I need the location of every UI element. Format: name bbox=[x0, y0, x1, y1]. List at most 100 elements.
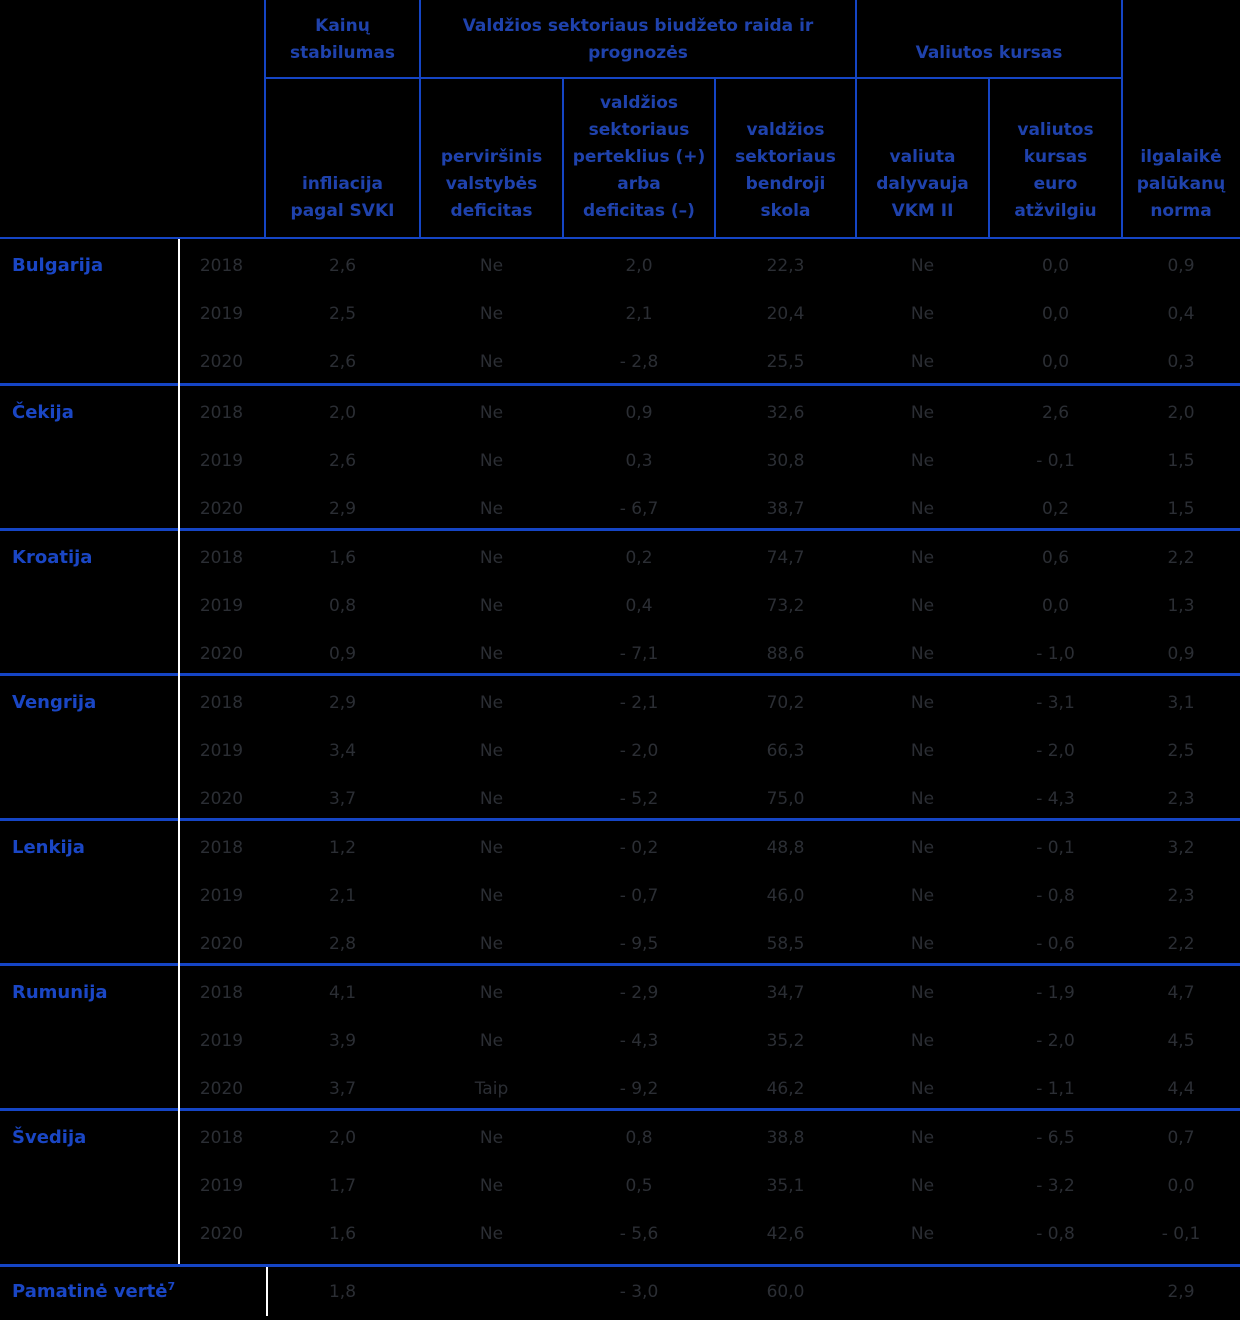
year-cell: 2018 bbox=[199, 548, 244, 568]
value-cell: Ne bbox=[910, 934, 935, 954]
value-cell: Ne bbox=[910, 1224, 935, 1244]
footer-separator-line bbox=[0, 1264, 1240, 1267]
value-cell: 0,4 bbox=[1167, 304, 1195, 324]
column-header-line: sektoriaus bbox=[735, 147, 836, 167]
reference-value-footnote: 7 bbox=[167, 1280, 176, 1293]
column-header-line: valiuta bbox=[889, 147, 956, 167]
value-cell: 2,6 bbox=[1041, 403, 1070, 423]
value-cell: 88,6 bbox=[766, 644, 805, 664]
value-cell: Ne bbox=[910, 741, 935, 761]
reference-value-label-text: Pamatinė vertė bbox=[12, 1281, 168, 1302]
country-label-1: Čekija bbox=[12, 402, 74, 423]
value-cell: Ne bbox=[479, 1031, 504, 1051]
column-header-line: sektoriaus bbox=[588, 120, 690, 140]
value-cell: - 9,2 bbox=[619, 1079, 659, 1099]
value-cell: 20,4 bbox=[766, 304, 805, 324]
reference-value-cell: 60,0 bbox=[766, 1282, 805, 1302]
value-cell: 2,3 bbox=[1167, 886, 1195, 906]
year-cell: 2019 bbox=[199, 451, 244, 471]
column-header-6: ilgalaikė palūkanų norma bbox=[1122, 77, 1240, 237]
value-cell: - 2,8 bbox=[619, 352, 659, 372]
column-header-line: valiutos bbox=[1017, 120, 1094, 140]
reference-value-label: Pamatinė vertė7 bbox=[12, 1278, 175, 1306]
value-cell: 0,7 bbox=[1167, 1128, 1195, 1148]
column-header-line: arba bbox=[617, 174, 661, 194]
group-header-line: Valiutos kursas bbox=[915, 43, 1063, 63]
value-cell: Ne bbox=[910, 644, 935, 664]
value-cell: Ne bbox=[479, 403, 504, 423]
value-cell: 3,4 bbox=[328, 741, 357, 761]
value-cell: Ne bbox=[479, 548, 504, 568]
value-cell: 2,2 bbox=[1167, 548, 1195, 568]
value-cell: Ne bbox=[479, 352, 504, 372]
value-cell: 46,2 bbox=[766, 1079, 805, 1099]
year-cell: 2020 bbox=[199, 499, 244, 519]
column-header-0: infliacija pagal SVKI bbox=[265, 77, 420, 237]
value-cell: 0,0 bbox=[1041, 352, 1070, 372]
value-cell: 0,3 bbox=[625, 451, 653, 471]
value-cell: Ne bbox=[910, 352, 935, 372]
reference-value-cell: 1,8 bbox=[328, 1282, 357, 1302]
value-cell: 30,8 bbox=[766, 451, 805, 471]
value-cell: 2,6 bbox=[328, 451, 357, 471]
value-cell: - 0,7 bbox=[619, 886, 659, 906]
value-cell: 0,9 bbox=[625, 403, 653, 423]
group-header-0: Kainų stabilumas bbox=[265, 0, 420, 77]
country-separator-line bbox=[0, 383, 1240, 386]
value-cell: Ne bbox=[479, 644, 504, 664]
year-cell: 2019 bbox=[199, 886, 244, 906]
year-cell: 2019 bbox=[199, 596, 244, 616]
column-header-line: atžvilgiu bbox=[1014, 201, 1097, 221]
value-cell: 2,5 bbox=[328, 304, 357, 324]
body-white-divider bbox=[178, 239, 180, 1264]
value-cell: 4,5 bbox=[1167, 1031, 1195, 1051]
column-border-line bbox=[562, 77, 564, 237]
country-label-5: Rumunija bbox=[12, 982, 108, 1003]
reference-value-cell: - 3,0 bbox=[619, 1282, 659, 1302]
group-header-1: Valdžios sektoriaus biudžeto raida ir pro… bbox=[420, 0, 856, 77]
value-cell: - 4,3 bbox=[1036, 789, 1075, 809]
value-cell: - 6,5 bbox=[1036, 1128, 1075, 1148]
value-cell: 1,6 bbox=[328, 1224, 357, 1244]
value-cell: 35,2 bbox=[766, 1031, 805, 1051]
value-cell: 38,7 bbox=[766, 499, 805, 519]
value-cell: 3,7 bbox=[328, 789, 357, 809]
value-cell: 2,1 bbox=[625, 304, 653, 324]
value-cell: Ne bbox=[910, 304, 935, 324]
value-cell: - 6,7 bbox=[619, 499, 659, 519]
group-header-underline bbox=[265, 77, 1122, 79]
column-header-line: VKM II bbox=[891, 201, 954, 221]
value-cell: 0,2 bbox=[625, 548, 653, 568]
value-cell: Ne bbox=[479, 983, 504, 1003]
year-cell: 2018 bbox=[199, 838, 244, 858]
year-cell: 2019 bbox=[199, 304, 244, 324]
column-header-line: skola bbox=[760, 201, 811, 221]
value-cell: Ne bbox=[479, 934, 504, 954]
year-cell: 2019 bbox=[199, 1176, 244, 1196]
value-cell: 3,9 bbox=[328, 1031, 357, 1051]
value-cell: - 0,1 bbox=[1161, 1224, 1201, 1244]
country-separator-line bbox=[0, 818, 1240, 821]
year-cell: 2018 bbox=[199, 983, 244, 1003]
group-header-line: Kainų bbox=[315, 16, 370, 36]
value-cell: Ne bbox=[479, 886, 504, 906]
value-cell: 0,5 bbox=[625, 1176, 653, 1196]
reference-value-cell bbox=[856, 1278, 989, 1306]
value-cell: Taip bbox=[474, 1079, 509, 1099]
value-cell: - 1,0 bbox=[1036, 644, 1075, 664]
value-cell: - 0,1 bbox=[1036, 838, 1075, 858]
value-cell: - 1,1 bbox=[1036, 1079, 1075, 1099]
value-cell: 0,0 bbox=[1041, 596, 1070, 616]
country-label-0: Bulgarija bbox=[12, 255, 104, 276]
value-cell: 0,3 bbox=[1167, 352, 1195, 372]
value-cell: Ne bbox=[479, 499, 504, 519]
value-cell: 4,1 bbox=[328, 983, 357, 1003]
column-header-line: valdžios bbox=[599, 93, 679, 113]
value-cell: Ne bbox=[910, 886, 935, 906]
year-cell: 2019 bbox=[199, 741, 244, 761]
column-header-line: kursas bbox=[1023, 147, 1088, 167]
column-border-line bbox=[855, 0, 857, 237]
value-cell: Ne bbox=[479, 1224, 504, 1244]
